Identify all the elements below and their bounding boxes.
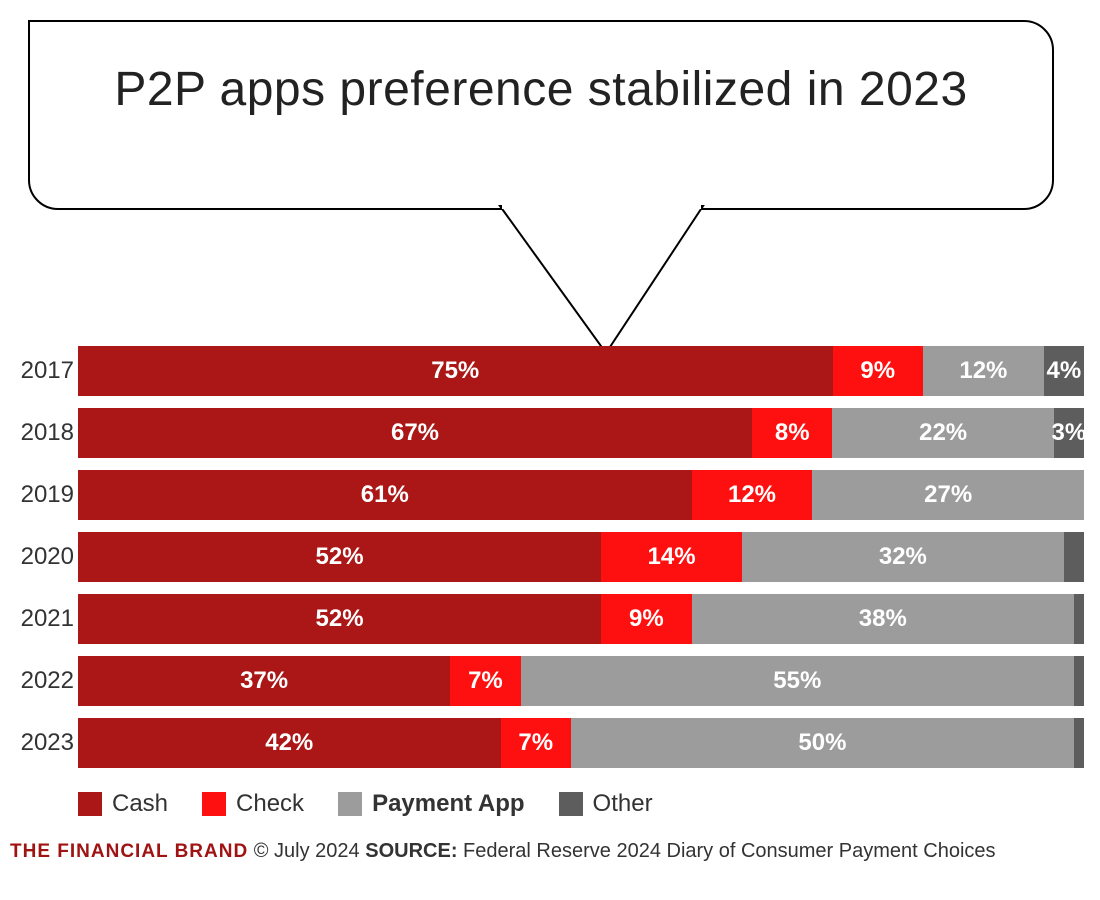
- bar-segment-cash: 75%: [78, 346, 833, 396]
- chart-row: 202152%9%38%: [12, 594, 1084, 644]
- bar-segment-other: [1074, 718, 1084, 768]
- chart-container: P2P apps preference stabilized in 2023 2…: [0, 0, 1100, 900]
- legend-item-other: Other: [559, 790, 653, 818]
- year-label: 2018: [12, 419, 78, 447]
- legend-label: Check: [236, 790, 304, 818]
- copyright-text: © July 2024: [254, 840, 360, 862]
- legend-label: Other: [593, 790, 653, 818]
- bar-segment-other: [1074, 656, 1084, 706]
- bar-segment-check: 9%: [601, 594, 692, 644]
- title-callout: P2P apps preference stabilized in 2023: [28, 20, 1058, 270]
- year-label: 2023: [12, 729, 78, 757]
- legend-item-check: Check: [202, 790, 304, 818]
- chart-row: 202052%14%32%: [12, 532, 1084, 582]
- bar-segment-check: 7%: [450, 656, 520, 706]
- bar-segment-cash: 61%: [78, 470, 692, 520]
- source-text: Federal Reserve 2024 Diary of Consumer P…: [463, 840, 995, 862]
- bar-segment-other: [1064, 532, 1084, 582]
- legend-swatch: [338, 792, 362, 816]
- year-label: 2020: [12, 543, 78, 571]
- source-footer: THE FINANCIAL BRAND © July 2024 SOURCE: …: [10, 840, 996, 863]
- year-label: 2017: [12, 357, 78, 385]
- chart-row: 201775%9%12%4%: [12, 346, 1084, 396]
- chart-row: 201961%12%27%: [12, 470, 1084, 520]
- bar-segment-check: 9%: [833, 346, 924, 396]
- stacked-bar: 52%9%38%: [78, 594, 1084, 644]
- bar-segment-other: [1074, 594, 1084, 644]
- bar-segment-app: 32%: [742, 532, 1064, 582]
- year-label: 2022: [12, 667, 78, 695]
- stacked-bar: 67%8%22%3%: [78, 408, 1084, 458]
- callout-tail-shape: [500, 206, 703, 353]
- bar-segment-app: 27%: [812, 470, 1084, 520]
- bar-segment-cash: 37%: [78, 656, 450, 706]
- chart-row: 201867%8%22%3%: [12, 408, 1084, 458]
- bar-segment-other: 3%: [1054, 408, 1084, 458]
- bar-segment-cash: 67%: [78, 408, 752, 458]
- bar-segment-app: 22%: [832, 408, 1053, 458]
- bar-segment-app: 12%: [923, 346, 1044, 396]
- bar-segment-check: 14%: [601, 532, 742, 582]
- bar-segment-app: 55%: [521, 656, 1074, 706]
- bar-segment-check: 7%: [501, 718, 571, 768]
- legend-label: Cash: [112, 790, 168, 818]
- bar-segment-check: 12%: [692, 470, 813, 520]
- bar-segment-app: 50%: [571, 718, 1074, 768]
- bar-segment-check: 8%: [752, 408, 832, 458]
- stacked-bar: 42%7%50%: [78, 718, 1084, 768]
- chart-row: 202342%7%50%: [12, 718, 1084, 768]
- stacked-bar-chart: 201775%9%12%4%201867%8%22%3%201961%12%27…: [12, 346, 1084, 780]
- bar-segment-cash: 42%: [78, 718, 501, 768]
- legend-item-cash: Cash: [78, 790, 168, 818]
- stacked-bar: 37%7%55%: [78, 656, 1084, 706]
- chart-row: 202237%7%55%: [12, 656, 1084, 706]
- legend: Cash Check Payment App Other: [78, 790, 653, 818]
- stacked-bar: 52%14%32%: [78, 532, 1084, 582]
- bar-segment-cash: 52%: [78, 532, 601, 582]
- source-label: SOURCE:: [365, 840, 457, 862]
- chart-title: P2P apps preference stabilized in 2023: [28, 20, 1054, 117]
- legend-swatch: [78, 792, 102, 816]
- year-label: 2021: [12, 605, 78, 633]
- year-label: 2019: [12, 481, 78, 509]
- bar-segment-app: 38%: [692, 594, 1074, 644]
- bar-segment-cash: 52%: [78, 594, 601, 644]
- legend-swatch: [202, 792, 226, 816]
- stacked-bar: 75%9%12%4%: [78, 346, 1084, 396]
- legend-item-app: Payment App: [338, 790, 524, 818]
- stacked-bar: 61%12%27%: [78, 470, 1084, 520]
- legend-swatch: [559, 792, 583, 816]
- brand-name: THE FINANCIAL BRAND: [10, 841, 248, 862]
- bar-segment-other: 4%: [1044, 346, 1084, 396]
- legend-label: Payment App: [372, 790, 524, 818]
